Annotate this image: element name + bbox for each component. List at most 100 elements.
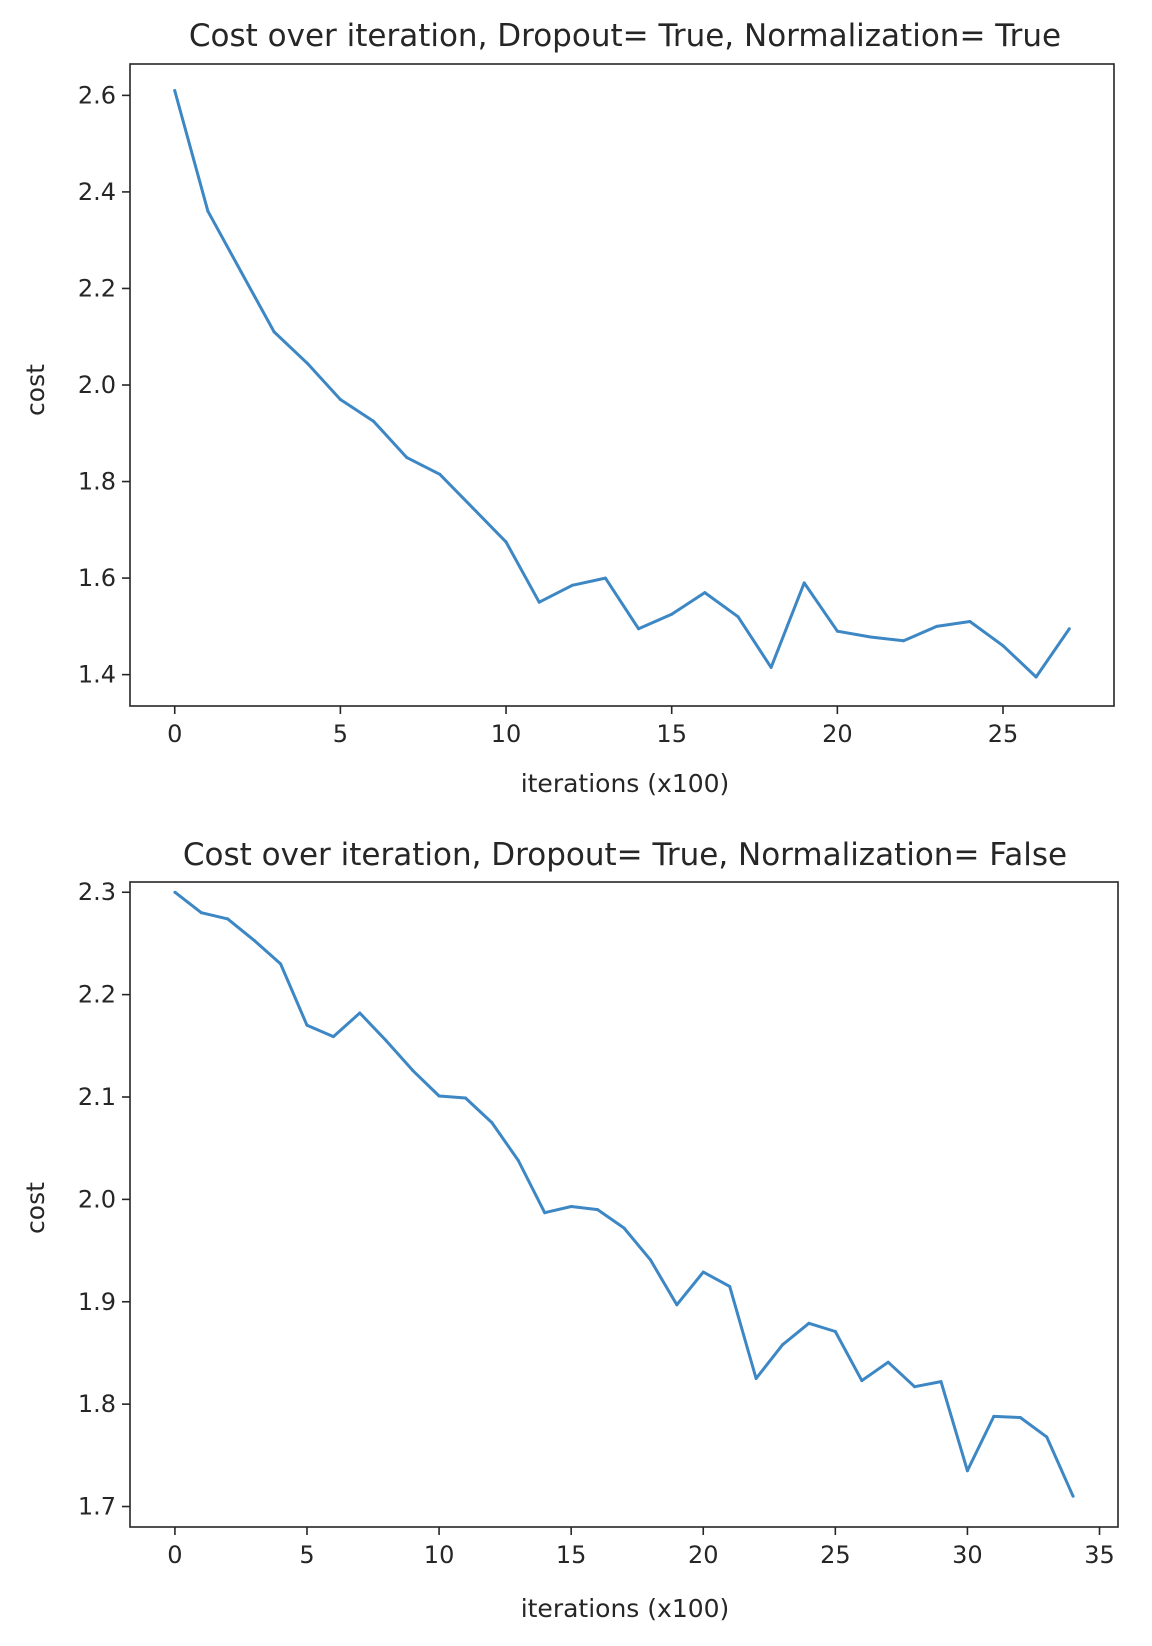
chart-top-data-point	[1001, 644, 1005, 648]
chart-bottom-x-tick-label: 15	[556, 1541, 587, 1569]
chart-top-data-point	[670, 612, 674, 616]
chart-bottom-data-point	[807, 1321, 811, 1325]
chart-top-data-point	[504, 540, 508, 544]
chart-top-data-point	[603, 576, 607, 580]
chart-bottom-y-tick-label: 1.8	[78, 1390, 116, 1418]
chart-top-y-tick-label: 2.4	[78, 178, 116, 206]
chart-top-data-point	[968, 620, 972, 623]
chart-top-data-point	[869, 635, 872, 639]
chart-bottom-data-point	[437, 1094, 441, 1098]
chart-bottom-data-point	[833, 1330, 837, 1333]
chart-top-y-tick-label: 2.0	[78, 371, 116, 399]
chart-bottom-x-tick-label: 0	[167, 1541, 182, 1569]
chart-top-data-point	[1067, 627, 1071, 631]
chart-bottom-y-axis-label: cost	[21, 1182, 50, 1234]
chart-bottom-y-tick-label: 1.7	[78, 1493, 116, 1521]
chart-top-data-point	[902, 639, 906, 643]
chart-top-y-tick-label: 1.6	[78, 564, 116, 592]
chart-bottom-data-point	[622, 1226, 626, 1230]
chart-bottom-x-tick-label: 30	[952, 1541, 983, 1569]
chart-top-data-point	[272, 330, 276, 334]
chart-bottom-data-point	[1045, 1435, 1049, 1439]
chart-top-data-point	[372, 419, 375, 423]
chart-bottom-data-point	[331, 1035, 335, 1039]
chart-bottom-data-point	[305, 1023, 309, 1027]
chart-bottom-data-point	[411, 1068, 415, 1072]
chart-top-data-point	[305, 361, 309, 365]
chart-top-y-tick-label: 1.8	[78, 468, 116, 496]
chart-top-data-point	[703, 591, 707, 595]
chart-bottom-data-point	[728, 1284, 732, 1288]
chart-top-data-point	[438, 472, 442, 476]
chart-bottom-data-point	[279, 962, 283, 966]
chart-top-data-point	[1034, 675, 1038, 679]
chart-bottom-data-point	[464, 1096, 467, 1100]
chart-top-title: Cost over iteration, Dropout= True, Norm…	[189, 18, 1061, 54]
chart-bottom-data-point	[569, 1205, 573, 1208]
chart-top-plot: 0 5 10 15 20 25 1.4 1.6 1.8 2.0 2.2 2.4 2.6	[78, 63, 1115, 748]
chart-top-series-line	[173, 90, 1071, 679]
chart-bottom-data-point	[1071, 1494, 1075, 1498]
chart-top-data-point	[471, 506, 475, 510]
chart-bottom-data-point	[648, 1258, 652, 1262]
chart-bottom-data-point	[860, 1379, 864, 1383]
chart-bottom-data-point	[1018, 1416, 1022, 1419]
chart-top-x-tick-label: 10	[491, 720, 522, 748]
chart-bottom-y-tick-label: 2.1	[78, 1083, 116, 1111]
chart-bottom-title: Cost over iteration, Dropout= True, Norm…	[183, 837, 1067, 873]
chart-bottom-plot: 0 5 10 15 20 25 30 35 1.7 1.8 1.9 2.0 2.1 2.2 2.3	[78, 878, 1119, 1569]
chart-top-data-point	[239, 270, 243, 274]
chart-top-data-point	[769, 665, 773, 669]
chart-bottom-data-point	[754, 1377, 758, 1380]
chart-top-data-point	[405, 455, 409, 459]
chart-top-x-tick-label: 20	[822, 720, 853, 748]
chart-top-x-tick-label: 0	[167, 720, 182, 748]
chart-bottom-data-point	[675, 1303, 679, 1307]
chart-top-data-point	[570, 583, 574, 587]
chart-bottom-data-point	[596, 1208, 600, 1212]
chart-top-data-point	[206, 209, 210, 213]
chart-bottom-data-point	[781, 1343, 784, 1347]
chart-bottom-x-tick-label: 25	[820, 1541, 851, 1569]
chart-bottom-data-point	[199, 911, 203, 915]
chart-top-x-tick-label: 25	[988, 720, 1019, 748]
chart-top-data-point	[338, 398, 342, 401]
chart-top-data-point	[802, 581, 806, 585]
chart-top-y-tick-label: 1.4	[78, 661, 116, 689]
chart-bottom: Cost over iteration, Dropout= True, Norm…	[21, 837, 1119, 1623]
chart-top-x-tick-label: 15	[656, 720, 687, 748]
chart-bottom-data-point	[384, 1039, 388, 1043]
chart-bottom-data-point	[886, 1360, 890, 1364]
chart-bottom-data-point	[490, 1121, 494, 1125]
chart-top-data-point	[537, 600, 541, 604]
chart-bottom-y-tick-label: 2.2	[78, 981, 116, 1009]
chart-bottom-data-point	[252, 938, 256, 942]
chart-top-data-point	[173, 89, 177, 92]
chart-bottom-data-point	[516, 1159, 520, 1162]
chart-bottom-data-point	[226, 917, 230, 921]
chart-bottom-data-point	[358, 1011, 362, 1015]
chart-bottom-y-tick-label: 1.9	[78, 1288, 116, 1316]
chart-bottom-x-tick-label: 20	[688, 1541, 719, 1569]
chart-top-data-point	[835, 629, 839, 633]
chart-top-y-tick-label: 2.2	[78, 274, 116, 302]
chart-bottom-data-point	[939, 1380, 943, 1384]
chart-bottom-x-tick-label: 35	[1084, 1541, 1115, 1569]
chart-bottom-y-tick-label: 2.3	[78, 878, 116, 906]
chart-bottom-x-tick-label: 10	[424, 1541, 455, 1569]
chart-bottom-data-point	[913, 1385, 917, 1389]
chart-bottom-y-tick-label: 2.0	[78, 1185, 116, 1213]
chart-bottom-data-point	[173, 890, 177, 894]
chart-bottom-data-point	[543, 1211, 547, 1215]
chart-bottom-axes-frame	[129, 881, 1119, 1528]
chart-top-data-point	[736, 615, 740, 619]
chart-bottom-data-point	[965, 1469, 969, 1473]
chart-bottom-data-point	[992, 1414, 996, 1418]
chart-bottom-data-point	[701, 1270, 705, 1274]
chart-bottom-x-tick-label: 5	[299, 1541, 314, 1569]
chart-bottom-x-axis-label: iterations (x100)	[521, 1594, 730, 1623]
chart-top-data-point	[637, 627, 641, 631]
chart-top-y-axis-label: cost	[21, 364, 50, 416]
chart-top: Cost over iteration, Dropout= True, Norm…	[21, 18, 1115, 798]
